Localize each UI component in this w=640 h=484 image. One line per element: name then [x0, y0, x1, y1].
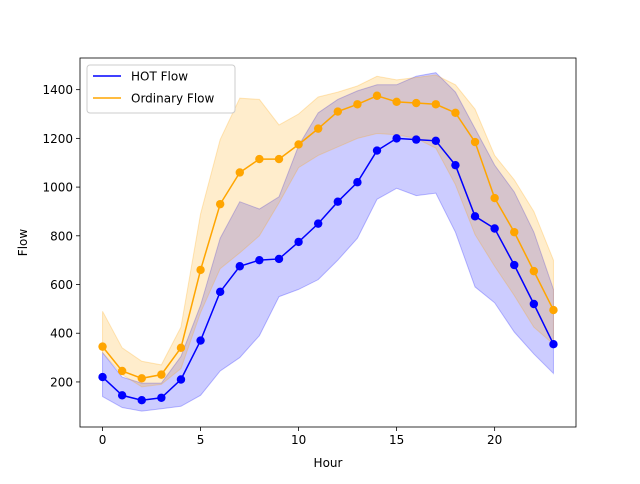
legend-label-ordinary-flow: Ordinary Flow: [131, 92, 215, 106]
x-tick-label: 5: [197, 433, 205, 447]
ordinary-flow-point: [353, 100, 362, 109]
x-tick-label: 0: [99, 433, 107, 447]
legend: HOT Flow Ordinary Flow: [86, 64, 236, 114]
hot-flow-point: [490, 224, 499, 233]
y-tick-label: 200: [50, 375, 73, 389]
hot-flow-point: [98, 372, 107, 382]
legend-label-hot-flow: HOT Flow: [131, 70, 188, 84]
ordinary-flow-point: [490, 193, 499, 203]
ordinary-flow-point: [470, 137, 480, 147]
ordinary-flow-point: [235, 168, 244, 177]
hot-flow-point: [235, 262, 244, 271]
x-tick-label: 10: [291, 433, 306, 447]
hot-flow-point: [157, 393, 166, 402]
x-tick-label: 15: [389, 433, 404, 447]
ordinary-flow-point: [549, 305, 558, 315]
ordinary-flow-point: [510, 227, 519, 237]
ordinary-flow-point: [431, 100, 441, 109]
hot-flow-point: [529, 299, 539, 309]
ordinary-flow-point: [274, 154, 284, 164]
hot-flow-point: [412, 135, 421, 144]
hot-flow-band: [102, 72, 554, 412]
y-tick-label: 1200: [42, 132, 73, 146]
hot-flow-point: [510, 260, 519, 270]
hot-flow-point: [372, 146, 382, 155]
hot-flow-point: [470, 212, 480, 221]
hot-flow-point: [215, 287, 225, 297]
ordinary-flow-point: [196, 265, 205, 275]
hot-flow-point: [196, 336, 205, 345]
ordinary-flow-point: [294, 140, 303, 149]
ordinary-flow-point: [372, 91, 382, 100]
y-tick-label: 1400: [42, 83, 73, 97]
legend-box: [86, 64, 236, 114]
ordinary-flow-line: [101, 94, 555, 380]
ordinary-flow-point: [176, 343, 186, 353]
hot-flow-point: [451, 160, 460, 170]
hot-flow-point: [294, 237, 303, 247]
hot-flow-point: [313, 219, 323, 228]
ordinary-flow-point: [412, 98, 421, 108]
ordinary-flow-point: [137, 374, 146, 383]
hot-flow-point: [333, 197, 343, 206]
hot-flow-point: [353, 178, 362, 187]
hot-flow-point: [274, 254, 284, 264]
y-tick-label: 400: [50, 327, 73, 341]
ordinary-flow-point: [157, 370, 166, 379]
y-tick-label: 1000: [42, 181, 73, 195]
x-axis-ticks: 0 5 10 15 20: [99, 427, 502, 447]
ordinary-flow-point: [313, 124, 323, 133]
x-tick-label: 20: [487, 433, 502, 447]
x-axis-label: Hour: [314, 456, 343, 470]
hot-flow-point: [431, 136, 441, 146]
y-axis-ticks: 200 400 600 800 1000 1200 1400: [42, 83, 80, 389]
series-points: [98, 91, 558, 405]
ordinary-flow-point: [117, 366, 127, 376]
ordinary-flow-point: [255, 154, 264, 164]
hot-flow-point: [549, 339, 558, 349]
confidence-bands: [102, 72, 554, 412]
ordinary-flow-point: [215, 199, 225, 209]
ordinary-flow-point: [98, 342, 107, 351]
hot-flow-point: [117, 391, 127, 400]
y-tick-label: 600: [50, 278, 73, 292]
hot-flow-point: [176, 375, 186, 384]
ordinary-flow-point: [451, 108, 460, 118]
hot-flow-point: [392, 134, 401, 143]
plot-frame: [79, 57, 577, 428]
y-axis-label: Flow: [16, 229, 30, 257]
ordinary-flow-point: [333, 107, 343, 116]
hot-flow-point: [255, 255, 264, 265]
ordinary-flow-point: [392, 97, 401, 107]
ordinary-flow-point: [529, 266, 539, 276]
y-tick-label: 800: [50, 229, 73, 243]
hot-flow-point: [137, 396, 146, 405]
